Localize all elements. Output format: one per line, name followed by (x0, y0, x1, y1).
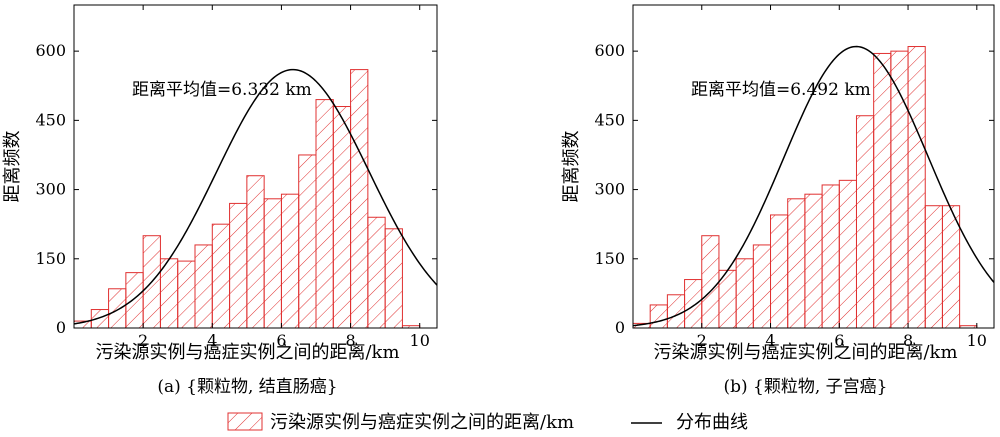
y-tick-label: 0 (56, 318, 66, 337)
x-tick-label: 6 (834, 331, 844, 350)
bar (821, 184, 840, 329)
bar (787, 198, 806, 329)
x-tick-label: 10 (967, 331, 987, 350)
mean-annotation: 距离平均值=6.492 km (691, 80, 871, 100)
mean-annotation: 距离平均值=6.332 km (132, 80, 312, 100)
bar (735, 258, 754, 329)
chart-panel-a: 2 4 6 8 10 0 150 300 450 600 距离平均值=6.332 km 污染源实例与癌… (2, 4, 438, 397)
bar (246, 175, 265, 329)
y-tick-label: 150 (594, 249, 625, 268)
x-tick-label: 2 (697, 331, 707, 350)
bar (804, 193, 823, 329)
bar (838, 179, 857, 329)
bar (90, 309, 110, 329)
bar (177, 260, 196, 329)
chart-caption: (a) {颗粒物, 结直肠癌} (157, 377, 337, 397)
bar (159, 258, 179, 329)
x-tick-label: 4 (207, 331, 217, 350)
bar (108, 288, 127, 329)
x-axis-label: 污染源实例与癌症实例之间的距离/km (653, 342, 957, 363)
bar (649, 304, 668, 329)
bar (125, 272, 144, 329)
bar (194, 244, 213, 329)
y-tick-label: 450 (594, 110, 625, 129)
y-axis-label: 距离频数 (561, 131, 582, 203)
bar (873, 52, 892, 329)
bar (924, 205, 943, 329)
chart-caption: (b) {颗粒物, 子宫癌} (724, 377, 888, 397)
legend-curve-label: 分布曲线 (676, 412, 748, 433)
x-axis: 2 4 6 8 10 (138, 5, 430, 350)
y-tick-label: 600 (594, 41, 625, 60)
bar (855, 115, 875, 329)
y-tick-label: 300 (35, 180, 66, 199)
plot-frame (73, 4, 438, 329)
x-tick-label: 6 (276, 331, 286, 350)
bar (350, 69, 369, 329)
x-axis: 2 4 6 8 10 (697, 5, 987, 350)
bar (298, 154, 317, 329)
chart-panel-b: 2 4 6 8 10 0 150 300 450 600 距离平均值=6.492 km 污染源实例与癌… (561, 4, 995, 397)
y-axis-label: 距离频数 (2, 131, 23, 203)
bar (263, 198, 282, 329)
bar (770, 214, 789, 329)
x-tick-label: 4 (765, 331, 775, 350)
bar (941, 205, 961, 329)
y-axis: 0 150 300 450 600 (35, 41, 437, 337)
y-tick-label: 150 (35, 249, 66, 268)
legend-bar-label: 污染源实例与癌症实例之间的距离/km (270, 412, 574, 433)
y-tick-label: 600 (35, 41, 66, 60)
bar (684, 279, 703, 329)
x-tick-label: 8 (345, 331, 355, 350)
plot-frame (632, 4, 995, 329)
bar (280, 193, 300, 329)
y-axis: 0 150 300 450 600 (594, 41, 994, 337)
x-tick-label: 2 (138, 331, 148, 350)
x-tick-label: 10 (410, 331, 430, 350)
bar (229, 202, 248, 329)
bar (315, 99, 334, 329)
y-tick-label: 450 (35, 110, 66, 129)
bar (907, 46, 926, 329)
bar (367, 216, 386, 329)
y-tick-label: 0 (615, 318, 625, 337)
legend: 污染源实例与癌症实例之间的距离/km 分布曲线 (227, 412, 748, 433)
x-axis-label: 污染源实例与癌症实例之间的距离/km (95, 342, 399, 363)
bars (632, 46, 978, 329)
bar (666, 294, 686, 329)
bar (332, 106, 352, 329)
distribution-curve (73, 68, 438, 325)
bars (73, 69, 421, 329)
legend-bar-swatch (227, 412, 263, 431)
bar (384, 228, 403, 329)
x-tick-label: 8 (903, 331, 913, 350)
y-tick-label: 300 (594, 180, 625, 199)
bar (752, 244, 772, 329)
bar (211, 223, 231, 329)
distribution-curve (632, 45, 995, 327)
bar (701, 235, 720, 329)
